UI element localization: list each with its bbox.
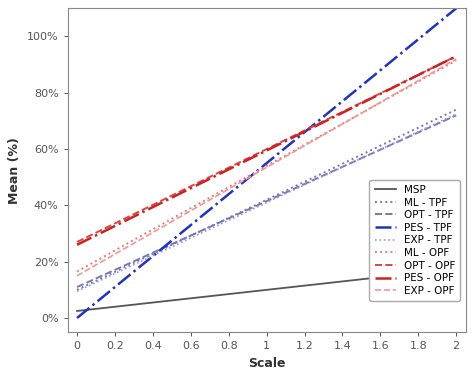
ML - OPF	[444, 63, 450, 68]
PES - OPF	[444, 59, 450, 63]
OPT - OPF	[453, 54, 459, 59]
EXP - OPF	[256, 169, 262, 174]
OPT - TPF	[74, 285, 80, 289]
EXP - OPF	[444, 62, 450, 67]
MSP	[256, 288, 262, 293]
MSP	[444, 268, 450, 272]
ML - OPF	[453, 58, 459, 63]
MSP	[453, 266, 459, 271]
ML - OPF	[74, 269, 80, 274]
PES - TPF	[279, 148, 285, 153]
OPT - TPF	[385, 144, 391, 149]
OPT - OPF	[444, 58, 450, 63]
ML - TPF	[385, 140, 391, 144]
X-axis label: Scale: Scale	[248, 357, 285, 370]
MSP	[300, 284, 306, 288]
PES - TPF	[300, 132, 306, 136]
PES - OPF	[74, 243, 80, 247]
Line: ML - TPF: ML - TPF	[77, 110, 456, 290]
ML - OPF	[300, 144, 306, 148]
EXP - OPF	[254, 170, 260, 175]
PES - TPF	[385, 62, 391, 67]
Line: MSP: MSP	[77, 269, 456, 311]
Line: EXP - OPF: EXP - OPF	[77, 59, 456, 276]
OPT - TPF	[300, 183, 306, 187]
ML - TPF	[254, 202, 260, 206]
ML - TPF	[256, 201, 262, 206]
EXP - OPF	[453, 57, 459, 61]
ML - OPF	[254, 169, 260, 174]
EXP - TPF	[279, 193, 285, 198]
EXP - TPF	[300, 183, 306, 188]
ML - TPF	[279, 190, 285, 195]
Line: OPT - TPF: OPT - TPF	[77, 115, 456, 287]
EXP - OPF	[279, 156, 285, 161]
PES - OPF	[254, 153, 260, 158]
Y-axis label: Mean (%): Mean (%)	[9, 137, 21, 204]
MSP	[74, 309, 80, 313]
MSP	[279, 286, 285, 290]
OPT - OPF	[279, 139, 285, 144]
EXP - TPF	[254, 205, 260, 209]
EXP - TPF	[444, 116, 450, 121]
PES - OPF	[279, 141, 285, 145]
ML - OPF	[385, 96, 391, 101]
PES - OPF	[453, 54, 459, 59]
PES - TPF	[256, 167, 262, 171]
Line: PES - OPF: PES - OPF	[77, 56, 456, 245]
OPT - TPF	[444, 117, 450, 122]
PES - OPF	[385, 88, 391, 93]
MSP	[254, 289, 260, 293]
ML - TPF	[444, 112, 450, 116]
OPT - TPF	[279, 192, 285, 197]
EXP - TPF	[453, 112, 459, 116]
Line: EXP - TPF: EXP - TPF	[77, 114, 456, 291]
ML - OPF	[279, 155, 285, 160]
PES - TPF	[254, 169, 260, 173]
OPT - OPF	[385, 87, 391, 92]
Legend: MSP, ML - TPF, OPT - TPF, PES - TPF, EXP - TPF, ML - OPF, OPT - OPF, PES - OPF, : MSP, ML - TPF, OPT - TPF, PES - TPF, EXP…	[370, 180, 460, 301]
OPT - TPF	[256, 202, 262, 207]
OPT - TPF	[254, 203, 260, 208]
PES - OPF	[256, 152, 262, 156]
ML - OPF	[256, 168, 262, 172]
EXP - OPF	[385, 96, 391, 101]
PES - TPF	[444, 14, 450, 18]
OPT - OPF	[254, 152, 260, 156]
Line: ML - OPF: ML - OPF	[77, 60, 456, 271]
Line: PES - TPF: PES - TPF	[77, 8, 456, 318]
Line: OPT - OPF: OPT - OPF	[77, 56, 456, 242]
EXP - TPF	[74, 289, 80, 294]
OPT - TPF	[453, 113, 459, 118]
ML - TPF	[300, 180, 306, 185]
OPT - OPF	[74, 240, 80, 244]
EXP - OPF	[74, 274, 80, 278]
ML - TPF	[453, 107, 459, 112]
PES - TPF	[74, 316, 80, 320]
PES - OPF	[300, 130, 306, 135]
OPT - OPF	[256, 150, 262, 155]
EXP - OPF	[300, 144, 306, 149]
MSP	[385, 274, 391, 279]
ML - TPF	[74, 288, 80, 292]
OPT - OPF	[300, 129, 306, 134]
PES - TPF	[453, 6, 459, 11]
EXP - TPF	[385, 144, 391, 148]
EXP - TPF	[256, 204, 262, 208]
